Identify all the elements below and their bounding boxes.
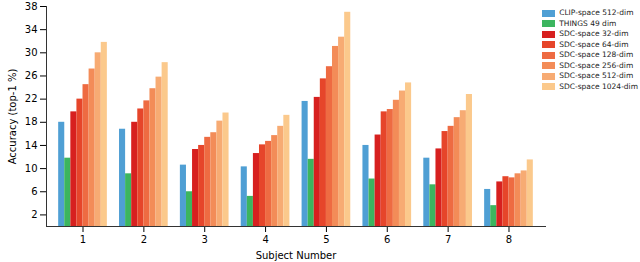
- svg-text:30: 30: [25, 47, 38, 58]
- svg-text:22: 22: [25, 93, 38, 104]
- html-text:SDC-space 128-dim: SDC-space 128-dim: [559, 50, 634, 59]
- html-text:THINGS 49 dim: THINGS 49 dim: [559, 18, 617, 28]
- svg-text:3: 3: [202, 234, 208, 245]
- svg-text:14: 14: [25, 140, 38, 151]
- svg-text:2: 2: [141, 234, 147, 245]
- html-text:SDC-space 32-dim: SDC-space 32-dim: [559, 29, 629, 38]
- svg-text:26: 26: [25, 70, 38, 81]
- svg-text:10: 10: [25, 163, 38, 174]
- html-text:SDC-space 1024-dim: SDC-space 1024-dim: [559, 81, 638, 91]
- svg-text:6: 6: [31, 186, 37, 197]
- svg-text:38: 38: [25, 1, 38, 12]
- svg-text:18: 18: [25, 116, 38, 127]
- html-text:CLIP-space 512-dim: CLIP-space 512-dim: [559, 8, 634, 17]
- html-text:SDC-space 64-dim: SDC-space 64-dim: [559, 39, 629, 49]
- svg-text:1: 1: [80, 234, 86, 245]
- html-text:SDC-space 512-dim: SDC-space 512-dim: [559, 71, 634, 80]
- svg-text:Subject Number: Subject Number: [256, 250, 338, 261]
- svg-text:7: 7: [445, 234, 451, 245]
- svg-text:2: 2: [31, 209, 37, 220]
- svg-text:4: 4: [262, 234, 268, 245]
- html-text:SDC-space 256-dim: SDC-space 256-dim: [559, 60, 634, 70]
- svg-text:6: 6: [384, 234, 390, 245]
- svg-text:5: 5: [323, 234, 329, 245]
- svg-text:Accuracy (top-1 %): Accuracy (top-1 %): [7, 69, 18, 165]
- svg-text:8: 8: [506, 234, 512, 245]
- svg-text:34: 34: [25, 24, 38, 35]
